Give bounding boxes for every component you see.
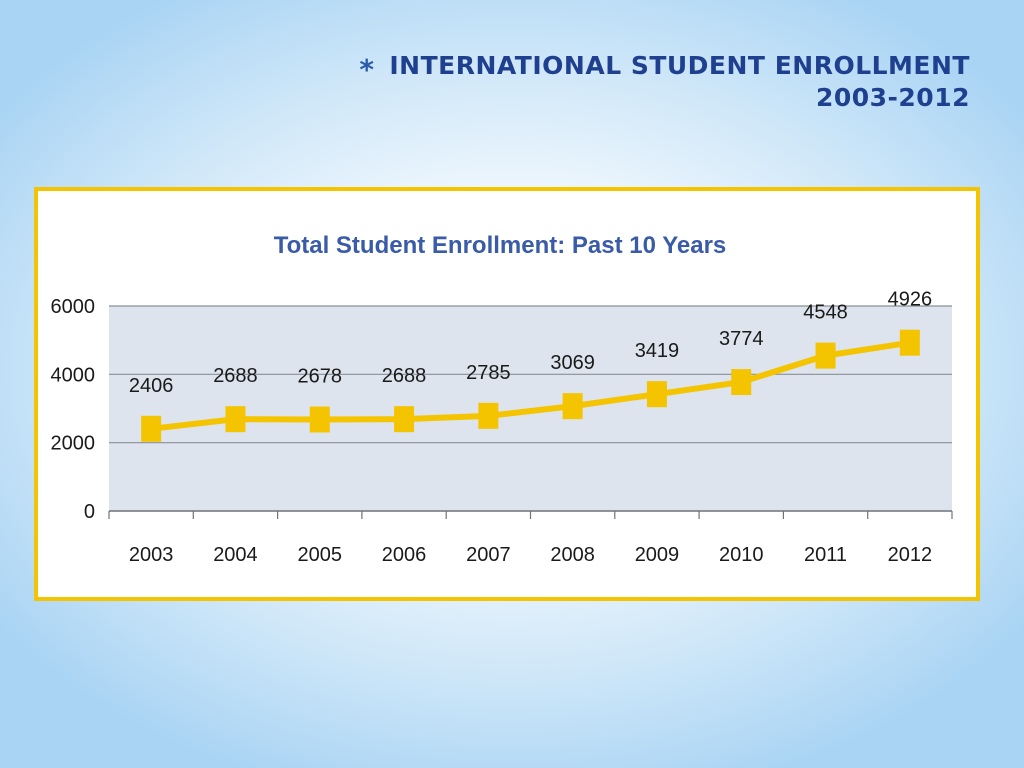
x-tick-label: 2009 <box>635 544 680 566</box>
data-label: 3774 <box>719 328 764 350</box>
series-line <box>150 339 911 432</box>
chart-title: Total Student Enrollment: Past 10 Years <box>274 232 727 259</box>
title-bullet: * <box>359 53 375 86</box>
data-point-marker <box>309 406 330 433</box>
data-label: 2406 <box>129 375 174 397</box>
x-tick-label: 2008 <box>550 544 595 566</box>
enrollment-line-chart: Total Student Enrollment: Past 10 Years … <box>51 232 953 566</box>
data-point-marker <box>899 329 920 356</box>
x-tick-label: 2012 <box>888 544 933 566</box>
y-tick-label: 0 <box>84 501 95 523</box>
x-tick-label: 2007 <box>466 544 511 566</box>
data-point-marker <box>478 402 499 429</box>
y-tick-label: 2000 <box>51 433 96 455</box>
data-point-marker <box>225 406 246 433</box>
slide-title-line-2: 2003-2012 <box>815 83 970 112</box>
data-label: 2678 <box>298 366 343 388</box>
slide-title: * INTERNATIONAL STUDENT ENROLLMENT 2003-… <box>359 50 970 114</box>
data-label: 2785 <box>466 362 511 384</box>
x-tick-label: 2004 <box>213 544 258 566</box>
data-label: 4926 <box>888 289 933 311</box>
y-tick-label: 6000 <box>51 296 96 318</box>
data-label: 3419 <box>635 340 680 362</box>
data-point-marker <box>141 415 162 442</box>
data-label: 3069 <box>550 352 595 374</box>
data-point-marker <box>731 369 752 396</box>
x-tick-label: 2003 <box>129 544 174 566</box>
slide-title-line-1: INTERNATIONAL STUDENT ENROLLMENT <box>389 51 970 80</box>
x-tick-label: 2011 <box>804 544 847 566</box>
data-point-marker <box>394 406 415 433</box>
x-tick-label: 2005 <box>298 544 343 566</box>
y-tick-label: 4000 <box>51 364 96 386</box>
data-label: 4548 <box>803 302 848 324</box>
data-point-marker <box>562 393 583 420</box>
data-label: 2688 <box>213 365 258 387</box>
chart-frame: Total Student Enrollment: Past 10 Years … <box>34 187 980 601</box>
data-point-marker <box>815 342 836 369</box>
x-tick-label: 2006 <box>382 544 427 566</box>
x-tick-label: 2010 <box>719 544 764 566</box>
data-label: 2688 <box>382 365 427 387</box>
data-point-marker <box>646 381 667 408</box>
